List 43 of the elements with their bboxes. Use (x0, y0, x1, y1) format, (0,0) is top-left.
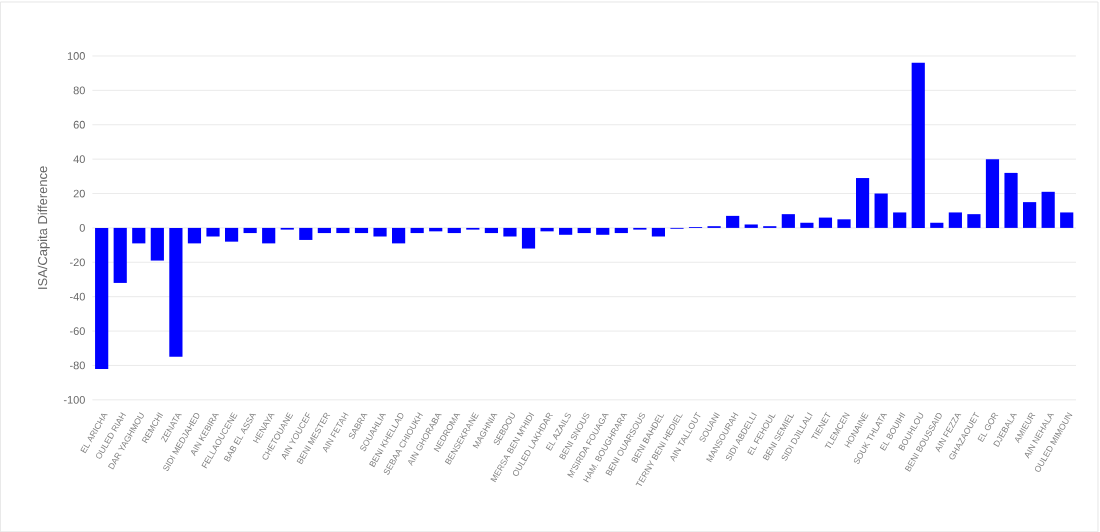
bar (1041, 191, 1055, 228)
bar (1004, 172, 1018, 228)
bar (874, 193, 888, 228)
bar (948, 212, 962, 228)
bar (559, 227, 573, 235)
bar (354, 227, 369, 233)
bar (224, 227, 239, 242)
bar (800, 222, 814, 228)
bar (781, 214, 795, 228)
bar (336, 227, 350, 233)
bar (169, 227, 183, 357)
bar (893, 212, 907, 228)
bar (206, 227, 220, 237)
bar (503, 227, 517, 237)
bar (985, 159, 1000, 228)
bar (855, 177, 870, 228)
bar (410, 227, 424, 233)
bar (726, 215, 740, 228)
bar (317, 227, 331, 233)
bar (113, 227, 127, 283)
bar (150, 227, 164, 261)
bar (299, 227, 313, 240)
bar (837, 219, 851, 228)
bar (392, 227, 406, 244)
bar (967, 214, 981, 228)
bar (373, 227, 387, 237)
bar (1060, 212, 1074, 228)
bar (262, 227, 276, 244)
bar (243, 227, 257, 233)
bar (521, 227, 536, 249)
bar (930, 222, 944, 228)
bar (1023, 202, 1037, 228)
bar (614, 227, 628, 233)
bar (577, 227, 591, 233)
bar (484, 227, 498, 233)
bar (447, 227, 461, 233)
bar (132, 227, 146, 244)
bar (651, 227, 666, 237)
bar (95, 227, 109, 369)
bar (911, 62, 925, 228)
bar (596, 227, 610, 235)
bar (818, 217, 833, 228)
bar (187, 227, 202, 244)
